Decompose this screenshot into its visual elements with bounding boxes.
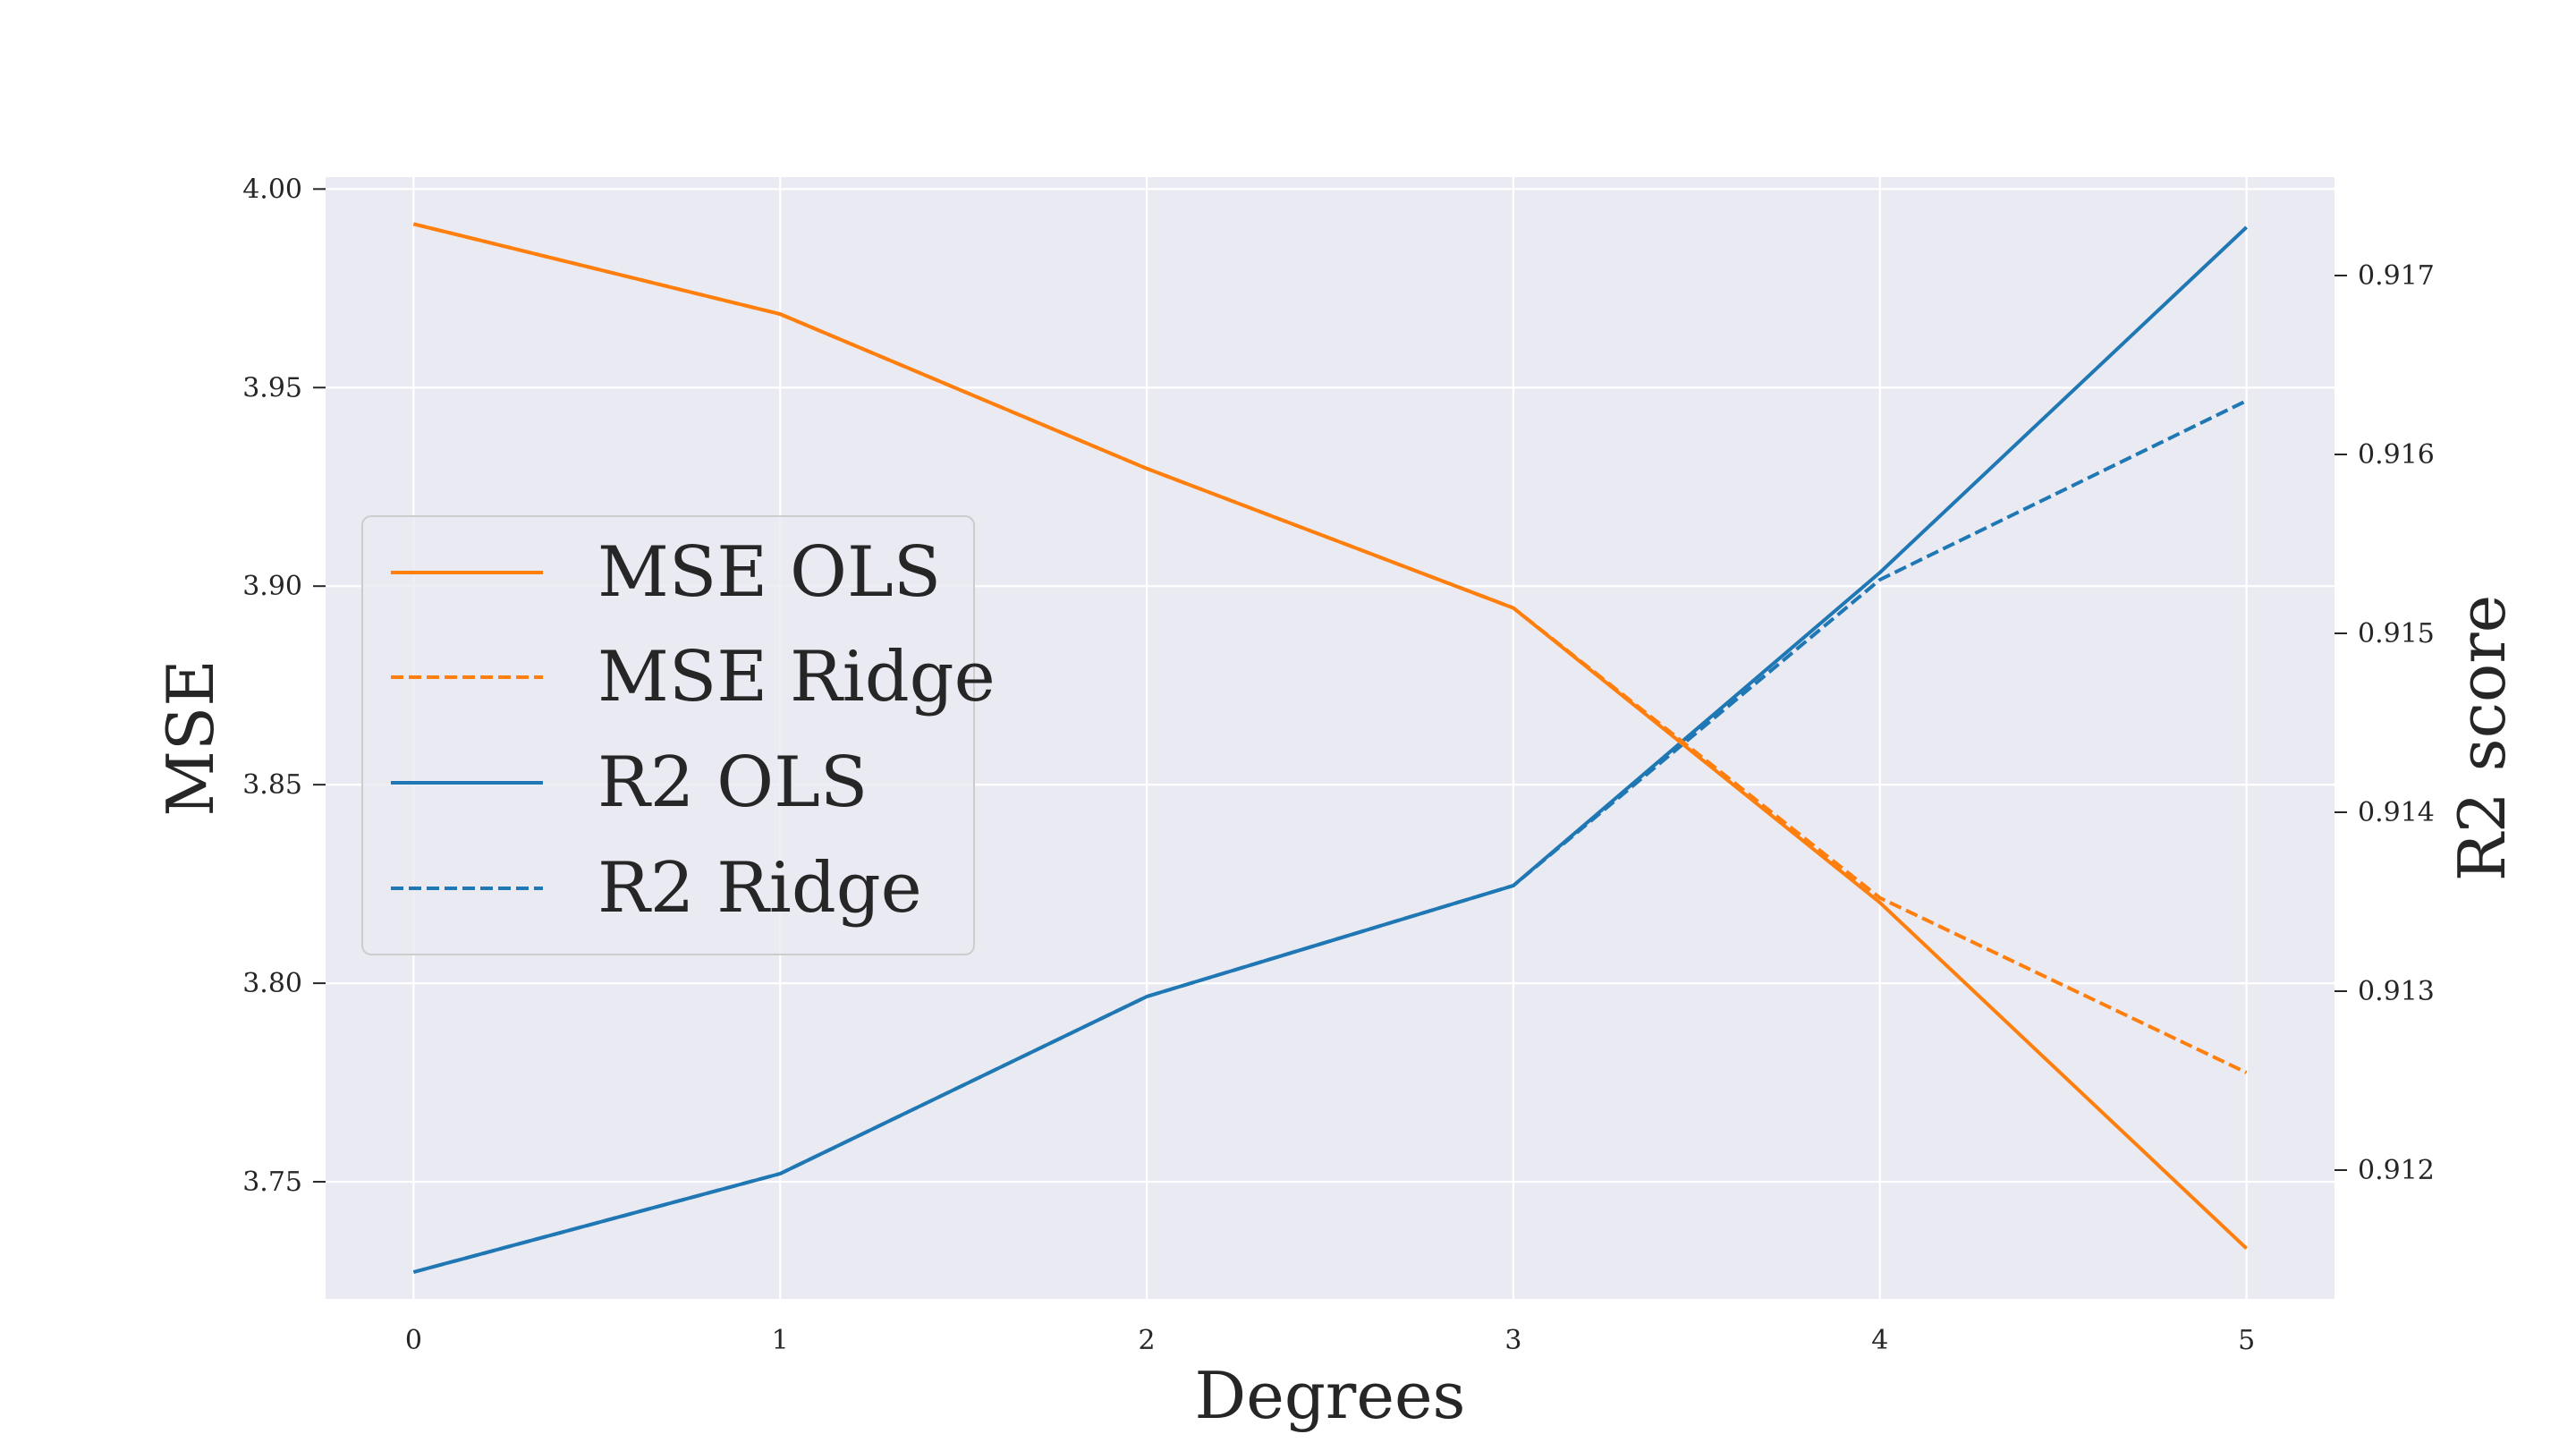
x-tick-label: 4 [1871,1325,1888,1356]
y2-axis-label: R2 score [2445,595,2520,882]
x-axis-label: Degrees [1194,1358,1465,1433]
y-tick-label: 3.85 [242,769,302,801]
x-tick-label: 5 [2238,1325,2255,1356]
y2-tick-label: 0.915 [2358,618,2435,649]
ticks: 0 1 2 3 4 5 3.75 3.80 3.85 3.90 3.95 4.00 0.912 0.913… [242,174,2435,1356]
legend-box [361,515,975,955]
y2-tick-label: 0.914 [2358,797,2435,828]
y2-tick-label: 0.917 [2358,260,2435,292]
y-tick-label: 3.75 [242,1167,302,1198]
y2-tick-label: 0.916 [2358,439,2435,471]
y-tick-label: 3.95 [242,372,302,403]
x-tick-label: 1 [772,1325,789,1356]
legend-label: R2 Ridge [597,848,922,929]
y-tick-label: 3.90 [242,571,302,602]
legend-label: MSE Ridge [597,637,996,717]
x-tick-label: 2 [1139,1325,1156,1356]
legend: MSE OLS MSE Ridge R2 OLS R2 Ridge [361,515,996,955]
x-tick-label: 3 [1504,1325,1521,1356]
y-tick-label: 4.00 [242,174,302,205]
x-tick-label: 0 [405,1325,422,1356]
y-tick-label: 3.80 [242,968,302,999]
series-line-mse-ridge [412,222,2248,1074]
y-axis-label: MSE [153,659,228,817]
y2-tick-label: 0.913 [2358,976,2435,1007]
series-line-r2-ridge [412,399,2248,1274]
y2-tick-label: 0.912 [2358,1155,2435,1186]
series-lines [412,222,2248,1274]
legend-label: R2 OLS [597,742,868,823]
legend-label: MSE OLS [597,532,941,613]
